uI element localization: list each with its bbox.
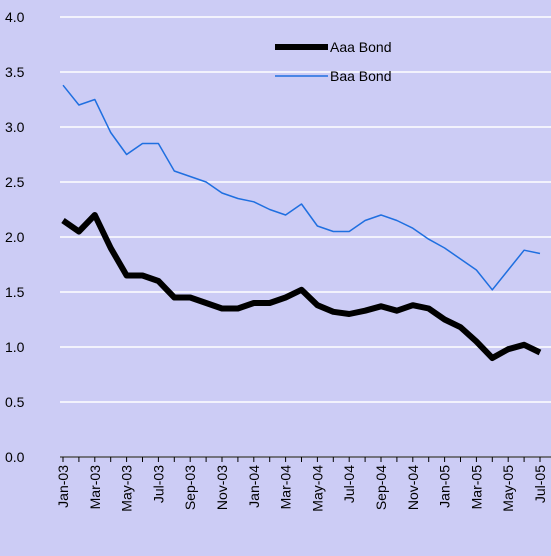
x-tick-label: Jan-03 <box>55 465 71 508</box>
x-tick-label: Mar-05 <box>468 465 484 510</box>
y-tick-label: 2.5 <box>5 174 25 190</box>
x-tick-label: Jan-04 <box>246 465 262 508</box>
series-line <box>62 84 541 291</box>
y-tick-label: 0.0 <box>5 449 25 465</box>
legend-label: Baa Bond <box>330 68 392 84</box>
x-tick-label: Nov-03 <box>214 465 230 510</box>
y-tick-label: 1.5 <box>5 284 25 300</box>
y-tick-label: 3.0 <box>5 119 25 135</box>
y-tick-label: 4.0 <box>5 9 25 25</box>
x-tick-label: May-04 <box>309 465 325 512</box>
x-tick-label: Mar-04 <box>278 465 294 510</box>
x-tick-label: May-05 <box>500 465 516 512</box>
x-tick-label: Jul-03 <box>150 465 166 503</box>
x-tick-label: Nov-04 <box>405 465 421 510</box>
y-tick-label: 3.5 <box>5 64 25 80</box>
x-tick-label: Mar-03 <box>87 465 103 510</box>
y-tick-label: 0.5 <box>5 394 25 410</box>
x-tick-label: Sep-03 <box>182 465 198 510</box>
legend-label: Aaa Bond <box>330 39 392 55</box>
y-tick-label: 2.0 <box>5 229 25 245</box>
y-tick-label: 1.0 <box>5 339 25 355</box>
x-tick-label: Sep-04 <box>373 465 389 510</box>
x-tick-label: Jul-05 <box>532 465 548 503</box>
x-tick-label: Jul-04 <box>341 465 357 503</box>
x-tick-label: Jan-05 <box>437 465 453 508</box>
series-line <box>61 212 542 361</box>
x-tick-label: May-03 <box>119 465 135 512</box>
